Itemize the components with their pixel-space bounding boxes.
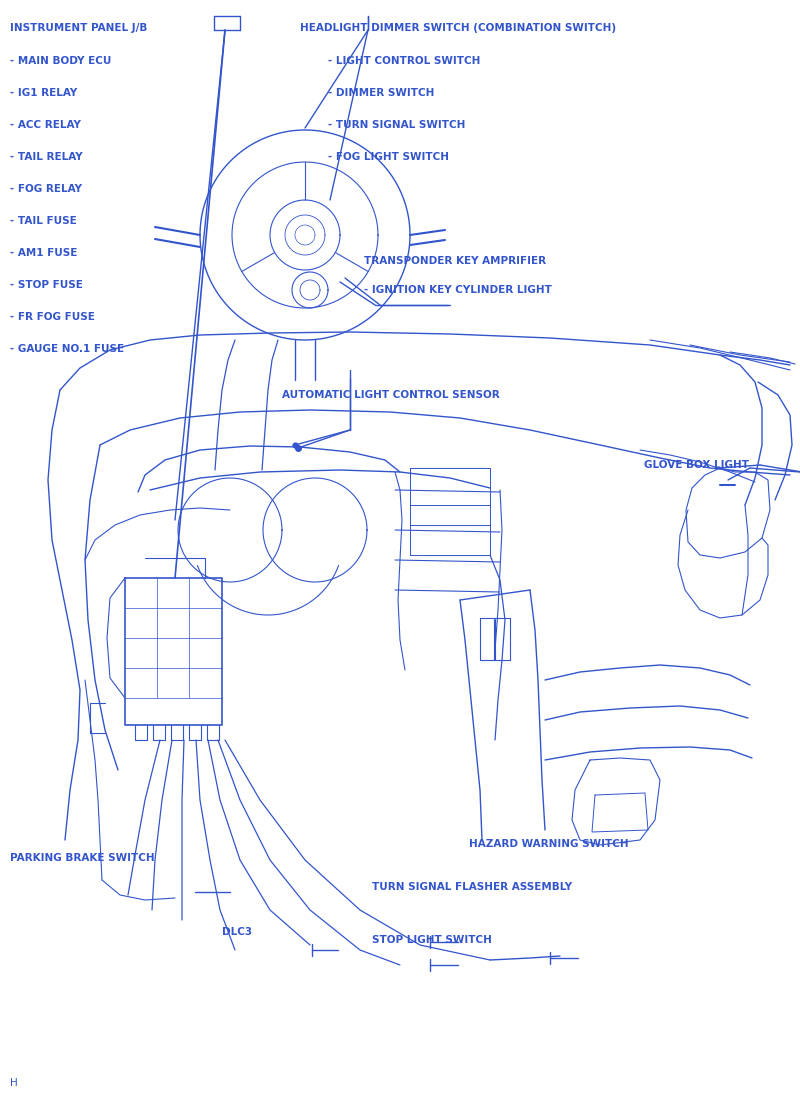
Text: - FOG LIGHT SWITCH: - FOG LIGHT SWITCH [328,151,449,162]
Text: - GAUGE NO.1 FUSE: - GAUGE NO.1 FUSE [10,343,125,354]
Text: - LIGHT CONTROL SWITCH: - LIGHT CONTROL SWITCH [328,55,480,66]
Text: - IGNITION KEY CYLINDER LIGHT: - IGNITION KEY CYLINDER LIGHT [364,285,552,296]
Text: - AM1 FUSE: - AM1 FUSE [10,247,78,258]
Text: AUTOMATIC LIGHT CONTROL SENSOR: AUTOMATIC LIGHT CONTROL SENSOR [282,389,499,400]
Text: - TURN SIGNAL SWITCH: - TURN SIGNAL SWITCH [328,119,466,130]
Text: - STOP FUSE: - STOP FUSE [10,279,83,290]
Text: GLOVE BOX LIGHT: GLOVE BOX LIGHT [644,460,749,471]
Text: STOP LIGHT SWITCH: STOP LIGHT SWITCH [372,934,492,945]
Text: - ACC RELAY: - ACC RELAY [10,119,82,130]
Text: - DIMMER SWITCH: - DIMMER SWITCH [328,87,434,98]
Text: HEADLIGHT DIMMER SWITCH (COMBINATION SWITCH): HEADLIGHT DIMMER SWITCH (COMBINATION SWI… [300,23,616,33]
Text: - FR FOG FUSE: - FR FOG FUSE [10,311,95,322]
Text: - TAIL FUSE: - TAIL FUSE [10,215,77,226]
Text: - TAIL RELAY: - TAIL RELAY [10,151,83,162]
Text: H: H [10,1078,18,1089]
Text: - MAIN BODY ECU: - MAIN BODY ECU [10,55,112,66]
Text: - IG1 RELAY: - IG1 RELAY [10,87,78,98]
Text: TRANSPONDER KEY AMPRIFIER: TRANSPONDER KEY AMPRIFIER [364,256,546,267]
Text: INSTRUMENT PANEL J/B: INSTRUMENT PANEL J/B [10,23,148,33]
Text: DLC3: DLC3 [222,927,253,938]
Text: - FOG RELAY: - FOG RELAY [10,183,82,194]
Text: HAZARD WARNING SWITCH: HAZARD WARNING SWITCH [469,838,629,849]
Text: PARKING BRAKE SWITCH: PARKING BRAKE SWITCH [10,853,155,864]
Text: TURN SIGNAL FLASHER ASSEMBLY: TURN SIGNAL FLASHER ASSEMBLY [372,881,572,892]
